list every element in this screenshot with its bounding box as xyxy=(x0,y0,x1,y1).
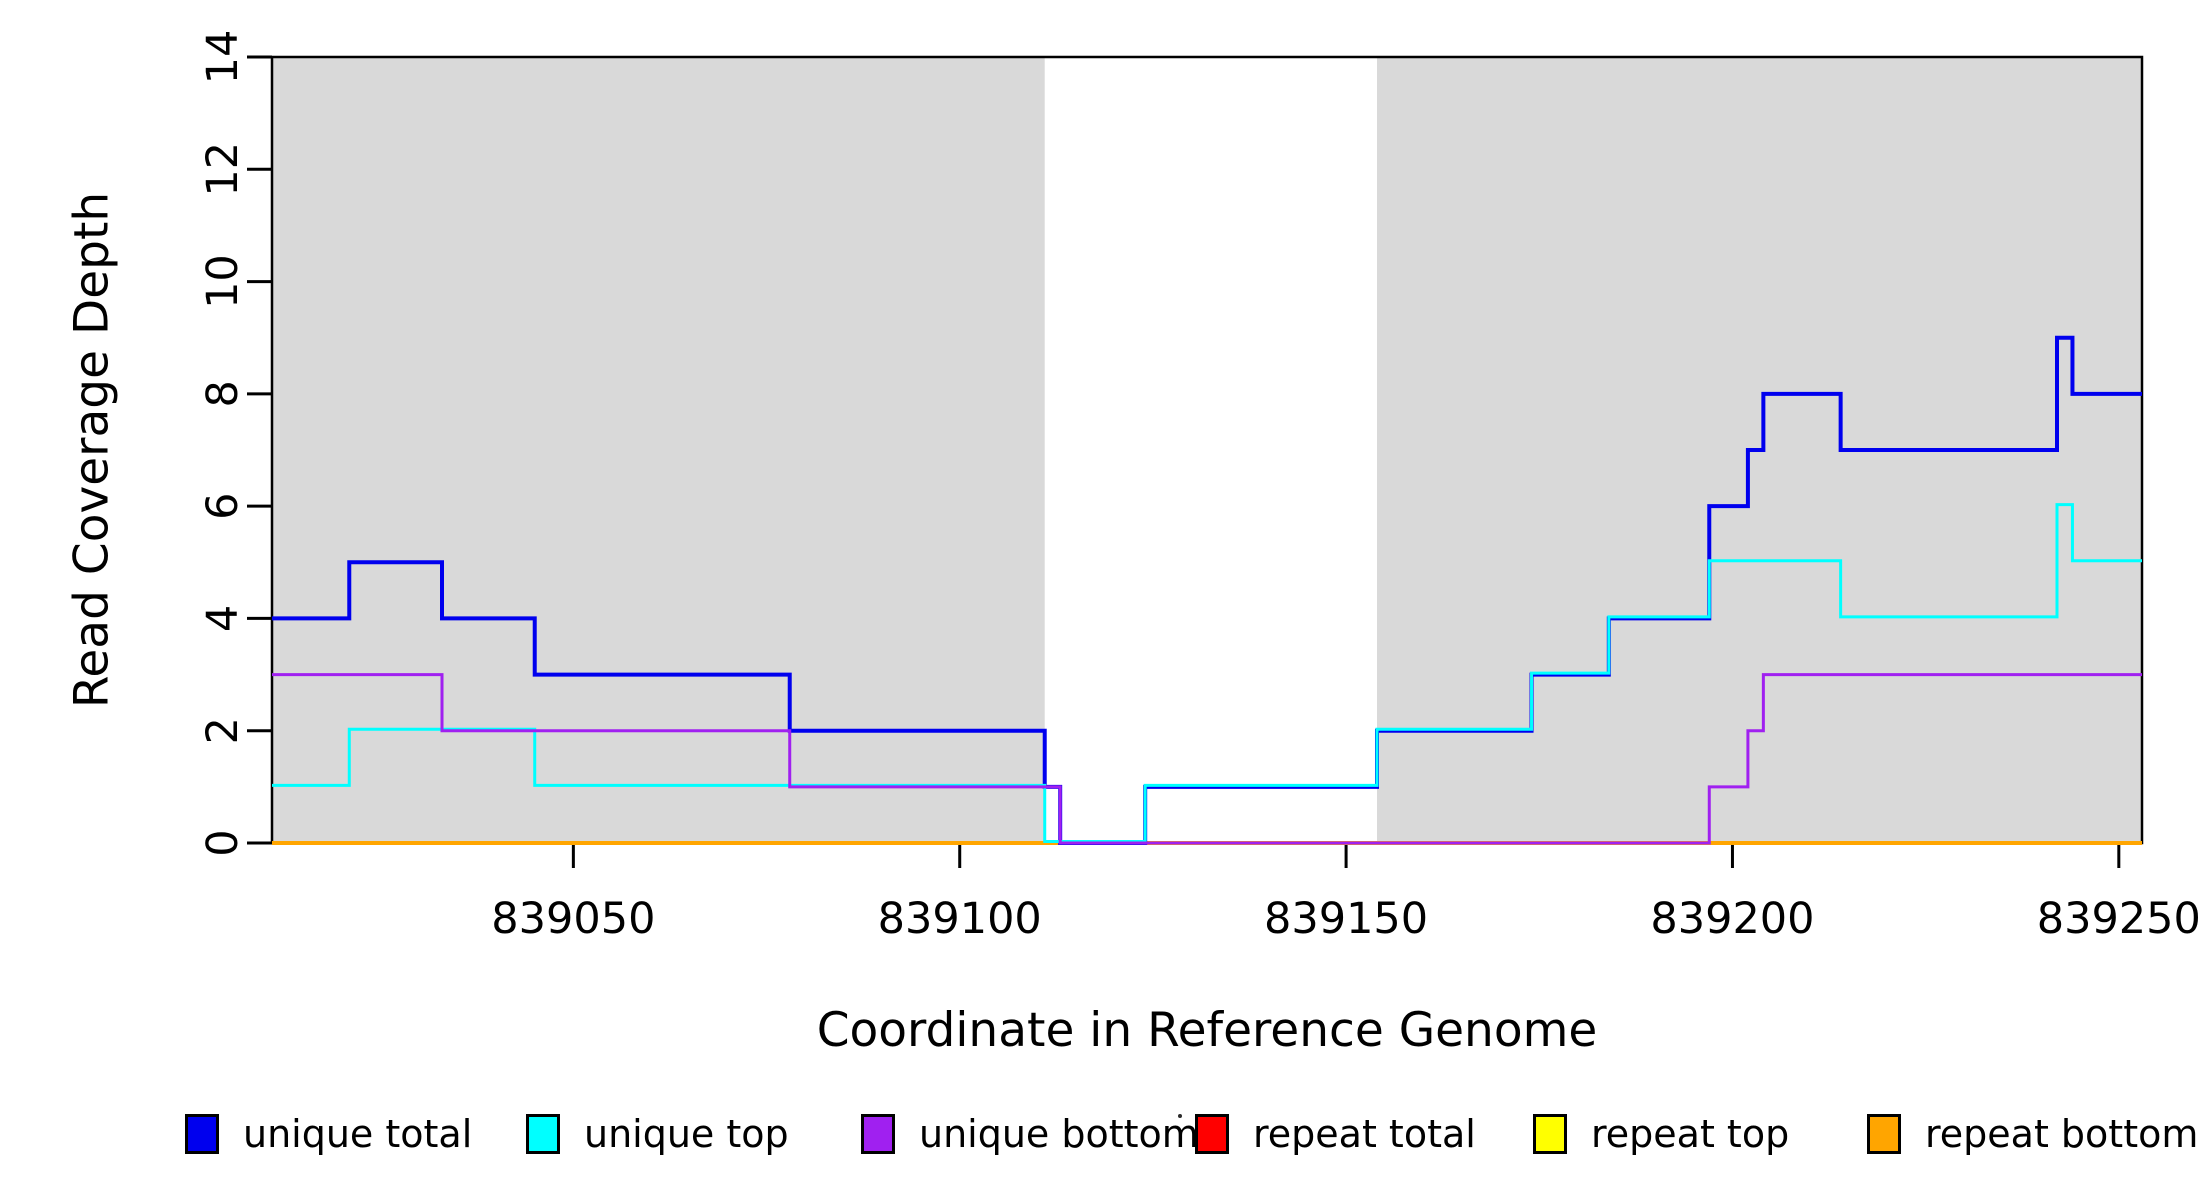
legend-label: unique bottom xyxy=(919,1112,1199,1156)
legend-label: repeat bottom xyxy=(1925,1112,2199,1156)
x-tick-label: 839100 xyxy=(878,894,1042,944)
legend-label: unique top xyxy=(584,1112,789,1156)
legend: unique total unique top unique bottom re… xyxy=(0,1108,2200,1160)
x-tick-label: 839200 xyxy=(1650,894,1814,944)
y-tick-label: 4 xyxy=(198,605,248,632)
legend-item-repeat-total: repeat total xyxy=(1195,1108,1476,1160)
repeat-total-swatch-icon xyxy=(1195,1114,1229,1154)
legend-item-repeat-bottom: repeat bottom xyxy=(1867,1108,2198,1160)
y-tick-label: 12 xyxy=(198,142,248,197)
y-tick-label: 6 xyxy=(198,492,248,519)
x-tick-label: 839050 xyxy=(491,894,655,944)
repeat-top-swatch-icon xyxy=(1533,1114,1567,1154)
unique-total-swatch-icon xyxy=(185,1114,219,1154)
series-line-unique-bottom xyxy=(272,673,2142,845)
x-tick-label: 839250 xyxy=(2037,894,2200,944)
unique-bottom-swatch-icon xyxy=(861,1114,895,1154)
repeat-bottom-swatch-icon xyxy=(1867,1114,1901,1154)
y-axis-title: Read Coverage Depth xyxy=(64,191,120,709)
y-tick-label: 0 xyxy=(198,829,248,856)
y-tick-label: 14 xyxy=(198,30,248,85)
x-axis-title: Coordinate in Reference Genome xyxy=(816,1003,1598,1058)
legend-item-unique-total: unique total xyxy=(185,1108,472,1160)
x-tick-label: 839150 xyxy=(1264,894,1428,944)
legend-label: unique total xyxy=(243,1112,473,1156)
legend-item-unique-bottom: unique bottom xyxy=(861,1108,1199,1160)
legend-item-unique-top: unique top xyxy=(526,1108,789,1160)
shaded-region xyxy=(272,57,1045,843)
legend-label: repeat top xyxy=(1591,1112,1790,1156)
y-tick-label: 8 xyxy=(198,380,248,407)
y-tick-label: 10 xyxy=(198,254,248,309)
y-tick-label: 2 xyxy=(198,717,248,744)
unique-top-swatch-icon xyxy=(526,1114,560,1154)
stray-dot-artifact xyxy=(1178,1114,1182,1118)
legend-label: repeat total xyxy=(1253,1112,1476,1156)
series-line-unique-top xyxy=(272,503,2142,843)
legend-item-repeat-top: repeat top xyxy=(1533,1108,1789,1160)
